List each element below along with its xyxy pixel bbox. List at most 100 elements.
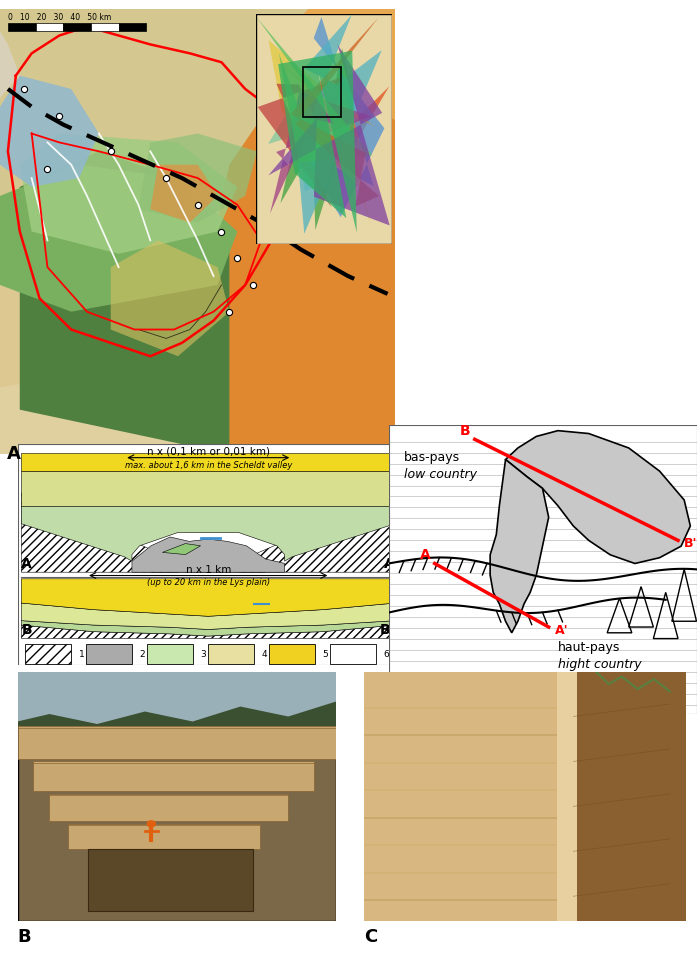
Polygon shape xyxy=(21,603,395,630)
Polygon shape xyxy=(21,621,395,637)
Bar xyxy=(119,24,146,32)
Text: A': A' xyxy=(384,556,399,571)
Polygon shape xyxy=(0,375,218,455)
Bar xyxy=(364,707,564,709)
Bar xyxy=(49,794,288,822)
Text: low country: low country xyxy=(404,467,477,480)
Bar xyxy=(364,789,564,791)
Bar xyxy=(364,672,564,921)
Bar xyxy=(573,672,686,921)
Bar xyxy=(88,849,253,911)
Polygon shape xyxy=(150,165,218,223)
Polygon shape xyxy=(21,471,395,507)
Polygon shape xyxy=(21,579,395,617)
Polygon shape xyxy=(490,460,549,633)
Text: haut-pays: haut-pays xyxy=(558,641,620,653)
Point xyxy=(232,251,243,267)
Point xyxy=(160,171,172,187)
Bar xyxy=(86,645,132,664)
Polygon shape xyxy=(270,91,371,214)
Polygon shape xyxy=(18,702,336,727)
Polygon shape xyxy=(151,556,265,573)
Polygon shape xyxy=(20,134,237,254)
Polygon shape xyxy=(299,18,384,218)
Polygon shape xyxy=(278,52,357,234)
Point xyxy=(105,145,116,160)
Polygon shape xyxy=(268,46,390,226)
Text: B': B' xyxy=(684,537,698,550)
Bar xyxy=(147,645,193,664)
Text: A: A xyxy=(420,547,430,561)
Bar xyxy=(330,645,376,664)
Polygon shape xyxy=(272,55,375,175)
Polygon shape xyxy=(505,431,690,564)
Bar xyxy=(303,67,342,118)
Polygon shape xyxy=(132,538,284,573)
Text: 5: 5 xyxy=(323,649,328,658)
Circle shape xyxy=(146,821,156,827)
Bar xyxy=(364,762,564,764)
Polygon shape xyxy=(111,242,230,357)
Text: 6: 6 xyxy=(384,649,389,658)
Text: (up to 20 km in the Lys plain): (up to 20 km in the Lys plain) xyxy=(147,577,270,586)
Bar xyxy=(63,24,91,32)
Polygon shape xyxy=(0,76,99,188)
Bar xyxy=(364,734,564,736)
Bar xyxy=(34,762,314,791)
Point xyxy=(42,162,53,178)
Point xyxy=(192,198,203,213)
Point xyxy=(224,304,235,320)
Bar xyxy=(364,817,564,819)
Polygon shape xyxy=(290,19,379,207)
Point xyxy=(216,225,227,241)
Polygon shape xyxy=(0,277,48,455)
Text: max. about 1,6 km in the Scheldt valley: max. about 1,6 km in the Scheldt valley xyxy=(125,461,292,469)
Point xyxy=(248,278,259,293)
Text: B': B' xyxy=(380,623,395,637)
Text: hight country: hight country xyxy=(558,658,641,671)
Text: bas-pays: bas-pays xyxy=(404,450,460,463)
Polygon shape xyxy=(239,494,396,573)
Polygon shape xyxy=(258,78,341,208)
Polygon shape xyxy=(162,544,201,556)
Text: C: C xyxy=(364,927,377,945)
Text: A: A xyxy=(21,556,32,571)
Polygon shape xyxy=(286,77,389,179)
Polygon shape xyxy=(257,10,395,134)
Text: n x 1 km: n x 1 km xyxy=(186,565,231,575)
Point xyxy=(18,82,29,98)
Polygon shape xyxy=(206,76,395,455)
Text: 0   10   20   30   40   50 km: 0 10 20 30 40 50 km xyxy=(8,14,111,22)
Polygon shape xyxy=(281,49,354,231)
Bar xyxy=(364,900,564,902)
Polygon shape xyxy=(21,507,395,561)
Polygon shape xyxy=(297,16,382,235)
Polygon shape xyxy=(268,100,354,192)
Point xyxy=(54,109,65,124)
Bar xyxy=(364,872,564,874)
Polygon shape xyxy=(269,41,370,225)
Bar xyxy=(18,727,336,759)
Text: B: B xyxy=(21,623,32,637)
Bar xyxy=(91,24,119,32)
Polygon shape xyxy=(256,18,372,163)
Text: A': A' xyxy=(555,623,568,636)
Bar xyxy=(8,24,36,32)
Polygon shape xyxy=(21,626,395,639)
Text: B: B xyxy=(460,423,471,437)
Text: 3: 3 xyxy=(201,649,206,658)
Polygon shape xyxy=(0,32,20,99)
Text: B: B xyxy=(18,927,31,945)
Bar xyxy=(364,844,564,846)
Text: 1: 1 xyxy=(78,649,84,658)
Text: 4: 4 xyxy=(262,649,267,658)
Bar xyxy=(18,672,336,727)
Polygon shape xyxy=(0,165,237,312)
Text: 2: 2 xyxy=(139,649,145,658)
Polygon shape xyxy=(139,134,257,223)
Bar xyxy=(557,672,577,921)
Text: A: A xyxy=(7,445,21,463)
Bar xyxy=(25,645,71,664)
Bar xyxy=(36,24,63,32)
Polygon shape xyxy=(21,494,178,573)
